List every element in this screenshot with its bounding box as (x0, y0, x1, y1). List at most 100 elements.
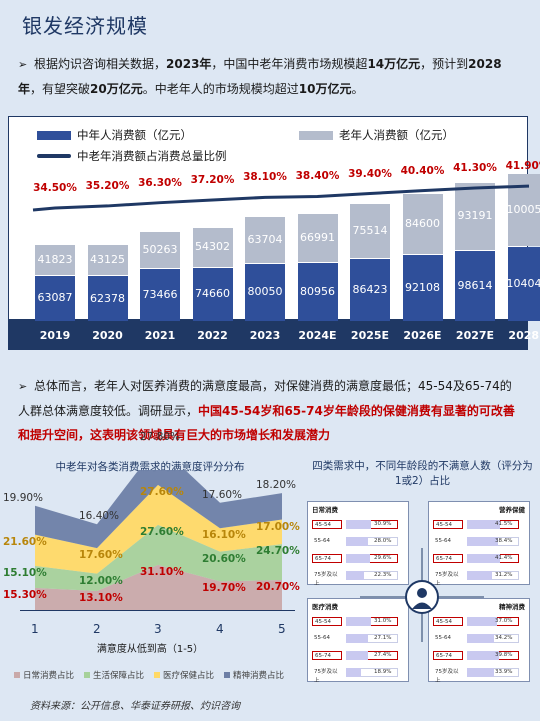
legend-label: 中老年消费额占消费总量比例 (77, 149, 227, 163)
age-label: 75岁及以上 (435, 572, 459, 587)
age-label: 45-54 (433, 617, 463, 626)
x-tick-label: 2019 (39, 329, 71, 342)
bar-value-label: 104045 (506, 276, 540, 290)
x-tick-label: 2024E (298, 329, 337, 342)
age-label: 45-54 (312, 520, 342, 529)
ratio-label: 36.30% (138, 176, 182, 189)
bar-fill (467, 571, 492, 580)
bar-middle-aged: 98614 (455, 250, 495, 321)
bar-fill (467, 668, 495, 677)
bar-middle-aged: 104045 (507, 246, 540, 321)
paragraph-text: 。中老年人的市场规模均超过 (142, 82, 299, 96)
area-x-tick-label: 4 (216, 622, 224, 636)
paragraph-text: 。 (351, 82, 364, 96)
area-value-label: 21.60% (3, 535, 47, 548)
intro-paragraph: ➢ 根据灼识咨询相关数据，2023年，中国中老年消费市场规模超14万亿元，预计到2… (18, 52, 523, 101)
area-value-label: 20.70% (256, 580, 300, 593)
bar-value-label: 93191 (457, 209, 493, 223)
age-label: 75岁及以上 (314, 669, 338, 684)
ratio-label: 41.90% (505, 160, 540, 173)
area-x-tick-label: 1 (31, 622, 39, 636)
legend-item: 老年人消费额（亿元） (299, 127, 454, 143)
bullet-icon: ➢ (18, 58, 28, 71)
area-value-label: 17.60% (79, 549, 123, 562)
area-value-label: 27.80% (140, 430, 181, 443)
x-tick-label: 2025E (350, 329, 390, 342)
ratio-line-path (32, 184, 529, 212)
legend-swatch (84, 672, 91, 678)
legend-label: 精神消费占比 (233, 671, 285, 681)
bar-value-label: 50263 (142, 242, 178, 256)
panel-row: 45-54 37.0% (429, 613, 529, 630)
age-label: 55-64 (314, 538, 330, 544)
panel-row: 75岁及以上 18.9% (308, 664, 408, 684)
age-label: 75岁及以上 (435, 669, 459, 684)
age-label: 75岁及以上 (314, 572, 338, 587)
legend-item: 中老年消费额占消费总量比例 (37, 148, 227, 164)
panel-chart-title: 四类需求中，不同年龄段的不满意人数（评分为1或2）占比 (312, 460, 533, 487)
bar-value-label: 75514 (352, 224, 388, 238)
bar-fill (346, 571, 364, 580)
legend-swatch (14, 672, 20, 678)
bar-fill (346, 537, 369, 546)
age-label: 55-64 (435, 635, 451, 641)
legend-label: 中年人消费额（亿元） (77, 128, 192, 142)
bar-elderly: 50263 (140, 231, 180, 268)
paragraph-text: ，中国中老年消费市场规模超 (211, 57, 368, 71)
bar-elderly: 43125 (87, 244, 128, 276)
legend-swatch (154, 672, 161, 678)
legend-item: 生活保障占比 (84, 669, 144, 681)
bar-fill (467, 617, 497, 626)
panel-row: 75岁及以上 31.2% (429, 567, 529, 587)
paragraph-text: 14万亿元 (367, 57, 421, 71)
bar-value-label: 80956 (300, 285, 335, 299)
x-tick-label: 2027E (455, 329, 495, 342)
age-panel: 精神消费 45-54 37.0% 55-64 34.2% 65-74 39.8% 75岁及以上… (428, 598, 530, 684)
legend-item: 医疗保健占比 (154, 669, 214, 681)
bar-middle-aged: 86423 (350, 259, 390, 321)
paragraph-text: ，预计到 (420, 57, 469, 71)
paragraph-text: 岁和 (260, 404, 285, 418)
bar-value-label: 33.9% (495, 669, 513, 675)
bar-value-label: 39.8% (495, 652, 513, 658)
bar-value-label: 66991 (300, 231, 335, 245)
ratio-line (32, 184, 529, 212)
bar-value-label: 86423 (352, 283, 388, 297)
bar-value-label: 98614 (457, 278, 493, 292)
bar-elderly: 54302 (192, 227, 233, 267)
paragraph-text: 2023年 (166, 57, 212, 71)
ratio-label: 35.20% (85, 179, 130, 192)
area-value-label: 13.10% (79, 592, 123, 604)
legend-label: 日常消费占比 (23, 671, 75, 681)
panel-row: 55-64 28.0% (308, 533, 408, 550)
area-band (35, 564, 282, 610)
ratio-label: 37.20% (190, 174, 235, 187)
bar-value-label: 62378 (90, 291, 125, 305)
bar-middle-aged: 80956 (297, 263, 338, 321)
area-chart-title: 中老年对各类消费需求的满意度评分分布 (55, 461, 245, 473)
paragraph-text: 45-54 (222, 404, 261, 418)
age-label: 65-74 (433, 554, 463, 563)
legend-swatch (37, 154, 71, 158)
legend-item: 日常消费占比 (14, 669, 74, 681)
panel-row: 55-64 34.2% (429, 630, 529, 647)
bar-elderly: 41823 (35, 245, 75, 275)
bar-value-label: 18.9% (374, 669, 392, 675)
area-legend: 日常消费占比 生活保障占比 医疗保健占比 精神消费占比 (14, 669, 294, 681)
area-x-tick-label: 5 (278, 622, 286, 636)
legend-label: 生活保障占比 (93, 671, 145, 681)
panel-row: 65-74 39.8% (429, 647, 529, 664)
bar-value-label: 34.2% (495, 635, 513, 641)
panel-title: 日常消费 (312, 506, 338, 514)
age-label: 55-64 (314, 635, 330, 641)
bar-value-label: 41.4% (495, 555, 513, 561)
panel-row: 55-64 38.4% (429, 533, 529, 550)
bar-elderly: 84600 (402, 193, 443, 255)
bar-middle-aged: 73466 (140, 268, 180, 321)
paragraph-text: 中国 (198, 404, 223, 418)
x-tick-label: 2026E (403, 329, 442, 342)
paragraph-text: 20万亿元 (90, 82, 143, 96)
area-value-label: 15.10% (3, 566, 47, 579)
satisfaction-area-chart (20, 470, 295, 611)
bar-elderly: 63704 (245, 217, 285, 263)
